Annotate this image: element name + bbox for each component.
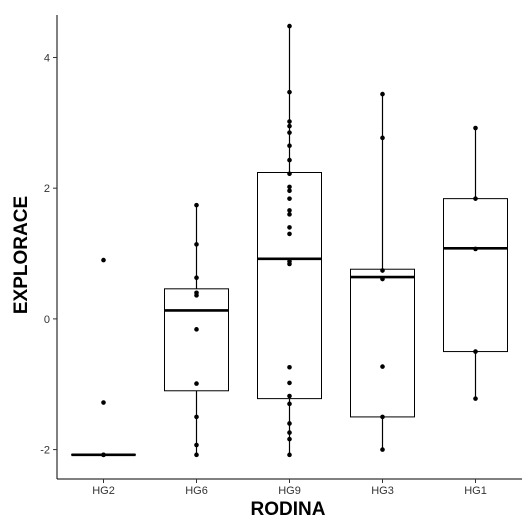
data-point: [194, 275, 199, 281]
x-tick-label: HG1: [464, 485, 487, 497]
box-rect: [443, 198, 508, 353]
data-point: [287, 188, 292, 194]
box-rect: [164, 288, 229, 392]
box-hg3: [350, 91, 415, 452]
data-point: [101, 400, 106, 405]
x-tick-label: HG9: [278, 485, 301, 497]
data-point: [380, 135, 385, 141]
data-point: [194, 327, 199, 332]
data-point: [287, 430, 292, 435]
data-point: [194, 381, 199, 386]
data-point: [473, 196, 478, 201]
data-point: [380, 276, 385, 282]
box-hg9: [257, 23, 322, 458]
data-point: [287, 157, 292, 163]
data-point: [194, 452, 199, 458]
data-point: [473, 349, 478, 354]
y-axis: -2 0 2 4: [40, 15, 58, 479]
data-point: [287, 212, 292, 217]
data-point: [287, 401, 292, 407]
plot-area: [71, 23, 508, 458]
data-point: [194, 293, 199, 298]
data-point: [287, 436, 292, 442]
data-point: [287, 208, 292, 213]
x-axis-title: RODINA: [251, 499, 326, 520]
data-point: [287, 130, 292, 135]
data-point: [473, 246, 478, 252]
data-point: [380, 91, 385, 97]
data-point: [473, 125, 478, 131]
data-point: [473, 396, 478, 401]
data-point: [287, 421, 292, 426]
data-point: [287, 380, 292, 386]
data-point: [287, 123, 292, 129]
data-point: [287, 225, 292, 230]
data-point: [380, 268, 385, 273]
data-point: [287, 119, 292, 124]
data-point: [287, 23, 292, 29]
data-point: [194, 442, 199, 448]
data-point: [194, 242, 199, 247]
y-axis-title: EXPLORACE: [11, 196, 32, 314]
y-tick-label: 0: [44, 314, 50, 326]
data-point: [380, 414, 385, 420]
data-point: [101, 452, 106, 458]
data-point: [287, 184, 292, 190]
data-point: [287, 143, 292, 149]
data-point: [287, 364, 292, 370]
data-point: [380, 364, 385, 369]
data-point: [194, 202, 199, 208]
box-rect: [257, 171, 322, 400]
x-tick-label: HG3: [371, 485, 394, 497]
x-tick-label: HG2: [92, 485, 115, 497]
data-point: [287, 231, 292, 237]
box-hg6: [164, 202, 229, 458]
y-tick-label: 2: [44, 183, 50, 195]
data-point: [287, 393, 292, 399]
y-tick-label: 4: [44, 52, 50, 64]
y-tick-label: -2: [40, 445, 50, 457]
data-point: [287, 89, 292, 95]
x-axis: HG2 HG6 HG9 HG3 HG1: [57, 478, 522, 497]
data-point: [287, 171, 292, 177]
box-rect: [350, 268, 415, 418]
data-point: [101, 257, 106, 263]
data-point: [287, 452, 292, 458]
data-point: [194, 414, 199, 420]
data-point: [287, 196, 292, 201]
x-tick-label: HG6: [185, 485, 208, 497]
box-hg2: [71, 257, 136, 458]
box-hg1: [443, 125, 508, 401]
data-point: [287, 261, 292, 267]
data-point: [380, 447, 385, 452]
